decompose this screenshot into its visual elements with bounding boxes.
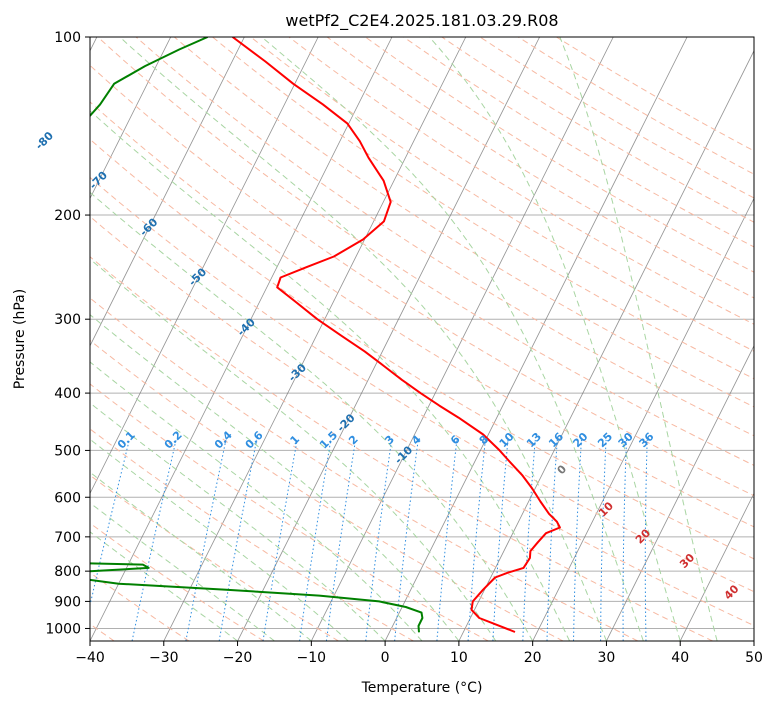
x-axis-label: Temperature (°C): [361, 680, 483, 696]
dry-adiabat-line: [90, 383, 489, 641]
mixing-ratio-line: [436, 439, 458, 641]
x-tick-label: 50: [745, 650, 763, 666]
dry-adiabat-line: [90, 572, 190, 641]
y-tick-label: 300: [54, 312, 81, 328]
y-axis-label: Pressure (hPa): [12, 289, 28, 389]
moist-adiabat-line: [90, 438, 349, 641]
dry-adiabat-line: [90, 176, 754, 593]
isotherm-line: [163, 37, 467, 641]
isotherm-line: [237, 37, 540, 641]
x-tick-label: 30: [598, 650, 616, 666]
isotherm-line: [90, 37, 319, 495]
y-tick-label: 1000: [45, 621, 81, 637]
mixing-ratio-line: [325, 439, 357, 641]
moist-adiabat-line: [90, 314, 460, 641]
y-tick-label: 900: [54, 594, 81, 610]
chart-title: wetPf2_C2E4.2025.181.03.29.R08: [285, 11, 558, 31]
dry-adiabat-line: [90, 215, 754, 627]
moist-adiabat-line: [90, 402, 386, 641]
x-tick-label: 40: [671, 650, 689, 666]
mixing-ratio-line: [546, 439, 558, 641]
dry-adiabat-line: [90, 339, 564, 641]
moist-adiabat-line: [261, 37, 644, 641]
x-tick-label: −30: [149, 650, 179, 666]
isotherm-line: [532, 197, 754, 641]
mixing-ratio-line: [185, 439, 227, 641]
mixing-ratio-line: [394, 439, 419, 641]
moist-adiabat-line: [559, 37, 718, 641]
y-tick-label: 500: [54, 443, 81, 459]
x-tick-label: 10: [450, 650, 468, 666]
dry-adiabat-line: [90, 428, 414, 641]
isotherm-line: [384, 37, 688, 641]
x-tick-label: 0: [381, 650, 390, 666]
temperature-profile-line: [232, 37, 561, 633]
dry-adiabat-line: [326, 37, 754, 299]
moist-adiabat-line: [90, 471, 312, 641]
data-lines: [90, 37, 561, 633]
x-tick-label: 20: [524, 650, 542, 666]
isotherm-line: [606, 344, 754, 641]
moist-adiabat-line: [90, 258, 497, 641]
x-tick-label: −40: [75, 650, 105, 666]
dry-adiabat-line: [90, 256, 713, 641]
isotherm-line: [90, 37, 393, 641]
dry-adiabat-line: [212, 37, 754, 380]
moist-adiabat-line: [428, 37, 681, 641]
dry-adiabat-line: [90, 101, 754, 528]
moist-adiabat-line: [119, 37, 607, 641]
x-axis: −40 −30 −20 −10 0 10 20 30 40 50: [75, 641, 763, 666]
dry-adiabat-line: [90, 138, 754, 560]
mixing-ratio-line: [492, 439, 509, 641]
mixing-ratio-line: [644, 439, 648, 641]
y-tick-label: 800: [54, 564, 81, 580]
isotherm-line: [458, 49, 754, 641]
mixing-ratio-line: [467, 439, 486, 641]
moist-adiabat-line: [90, 361, 423, 641]
x-tick-label: −20: [223, 650, 253, 666]
y-tick-label: 200: [54, 208, 81, 224]
dry-adiabat-line: [90, 474, 339, 641]
mixing-ratio-line: [600, 439, 607, 641]
x-tick-label: −10: [297, 650, 327, 666]
y-tick-label: 400: [54, 386, 81, 402]
moist-adiabat-line: [90, 531, 238, 641]
background-lines: [90, 37, 754, 641]
mixing-ratio-line: [131, 439, 177, 641]
y-tick-label: 600: [54, 490, 81, 506]
dry-adiabat-line: [250, 37, 754, 352]
dry-adiabat-line: [97, 37, 754, 466]
mixing-ratio-line: [622, 439, 627, 641]
mixing-ratio-line: [299, 439, 332, 641]
isotherm-line: [679, 492, 754, 641]
dry-adiabat-line: [173, 37, 754, 408]
dry-adiabat-line: [90, 64, 754, 497]
isotherm-line: [90, 37, 245, 347]
dry-adiabat-line: [90, 297, 639, 641]
y-axis: 1000 900 800 700 600 500 400 300 200 100: [45, 30, 90, 637]
y-tick-label: 100: [54, 30, 81, 46]
mixing-ratio-line: [365, 439, 393, 641]
plot-frame: [89, 36, 755, 642]
mixing-ratio-line: [573, 439, 582, 641]
mixing-ratio-line: [262, 439, 298, 641]
mixing-ratio-line: [218, 439, 258, 641]
mixing-ratio-line: [522, 439, 536, 641]
y-tick-label: 700: [54, 530, 81, 546]
